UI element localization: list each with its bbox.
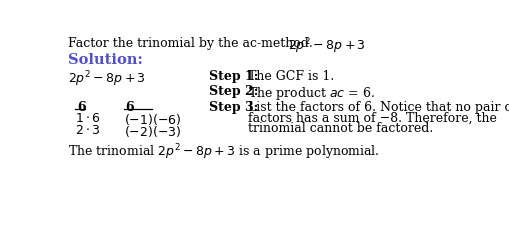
Text: List the factors of 6. Notice that no pair of: List the factors of 6. Notice that no pa… (248, 101, 509, 114)
Text: Step 1:: Step 1: (209, 69, 259, 82)
Text: trinomial cannot be factored.: trinomial cannot be factored. (248, 121, 433, 134)
Text: The product $ac$ = 6.: The product $ac$ = 6. (248, 85, 375, 102)
Text: $2 \cdot 3$: $2 \cdot 3$ (75, 124, 101, 137)
Text: $1 \cdot 6$: $1 \cdot 6$ (75, 111, 101, 125)
Text: The GCF is 1.: The GCF is 1. (248, 69, 334, 82)
Text: Step 3:: Step 3: (209, 101, 258, 114)
Text: factors has a sum of −8. Therefore, the: factors has a sum of −8. Therefore, the (248, 111, 496, 125)
Text: Solution:: Solution: (68, 52, 143, 67)
Text: $2p^2 - 8p + 3$: $2p^2 - 8p + 3$ (288, 37, 365, 56)
Text: Factor the trinomial by the ac-method.: Factor the trinomial by the ac-method. (68, 37, 313, 49)
Text: The trinomial $2p^2 - 8p + 3$ is a prime polynomial.: The trinomial $2p^2 - 8p + 3$ is a prime… (68, 142, 379, 162)
Text: 6: 6 (77, 101, 86, 114)
Text: $(-2)(-3)$: $(-2)(-3)$ (124, 124, 181, 139)
Text: 6: 6 (126, 101, 134, 114)
Text: Step 2:: Step 2: (209, 85, 259, 98)
Text: $2p^2 - 8p + 3$: $2p^2 - 8p + 3$ (68, 69, 146, 89)
Text: $(-1)(-6)$: $(-1)(-6)$ (124, 111, 181, 126)
